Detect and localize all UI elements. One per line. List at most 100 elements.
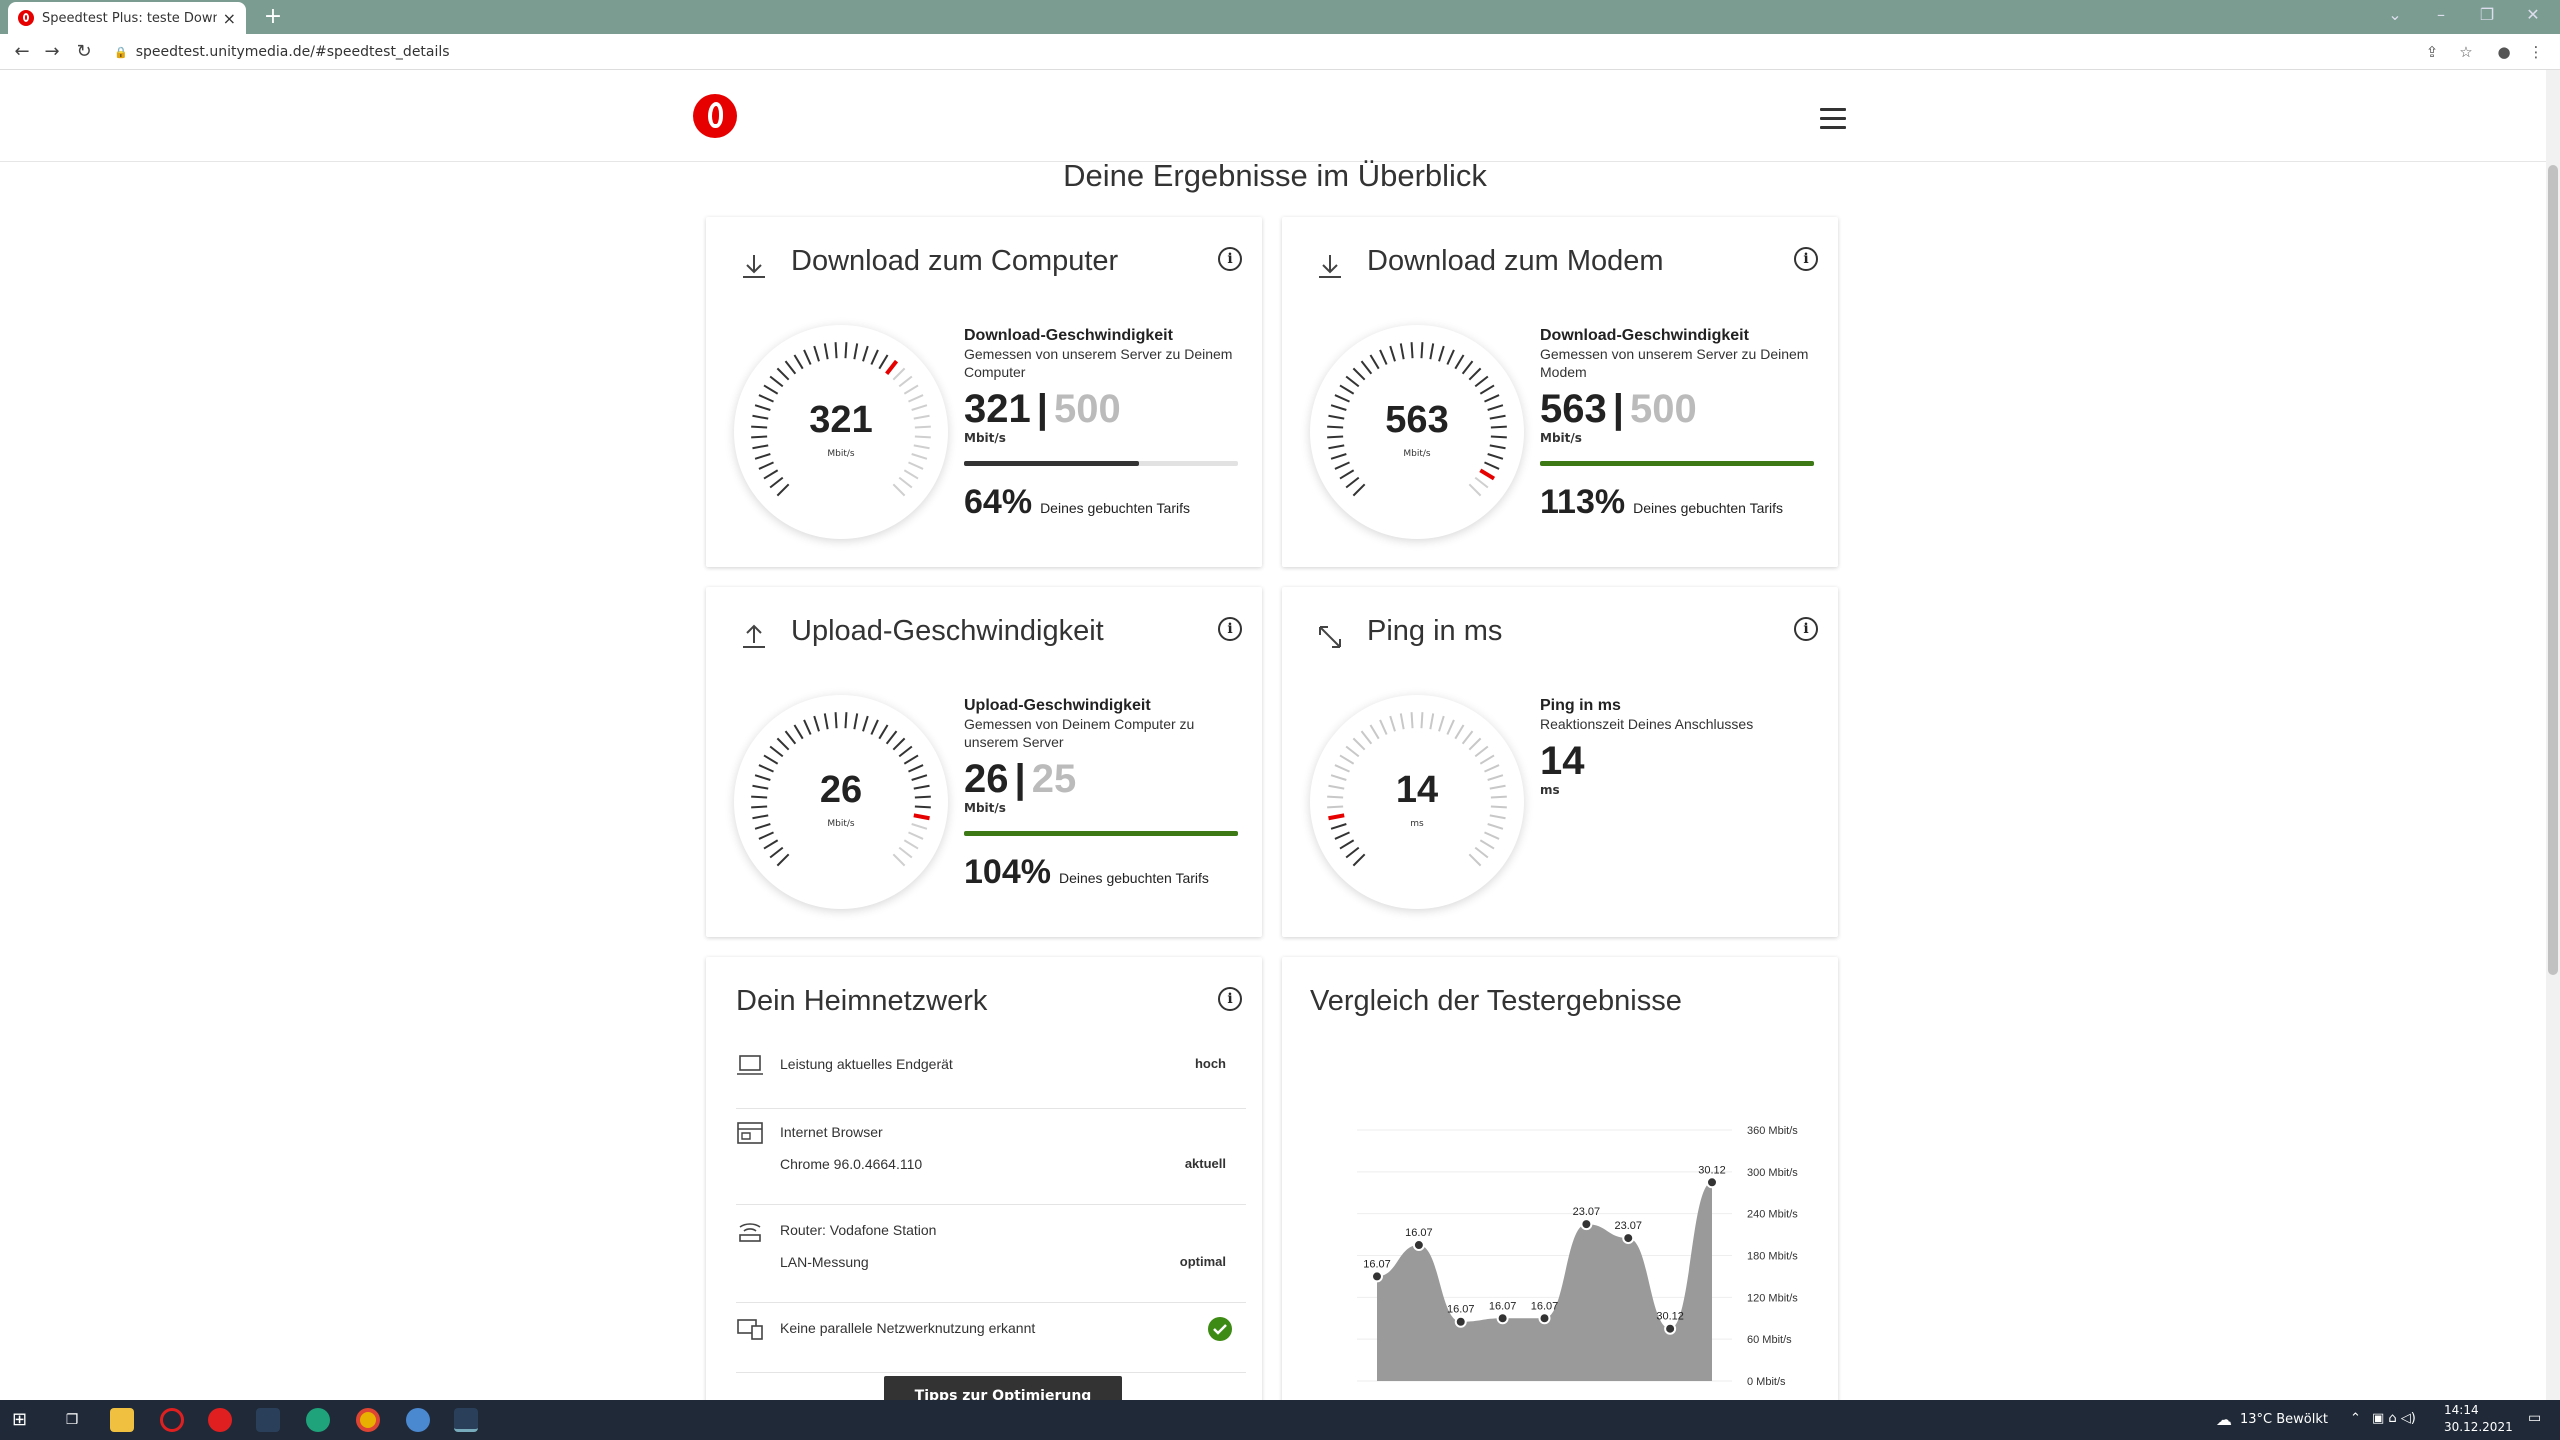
result-description: Reaktionszeit Deines Anschlusses <box>1540 716 1754 732</box>
forward-icon[interactable]: → <box>44 41 60 62</box>
steam-active-icon[interactable] <box>454 1408 478 1432</box>
gauge-tick <box>1490 805 1507 809</box>
bookmark-star-icon[interactable]: ☆ <box>2459 43 2473 61</box>
gauge-tick <box>908 394 924 403</box>
point-label: 16.07 <box>1447 1304 1475 1316</box>
scrollbar-thumb[interactable] <box>2548 165 2558 975</box>
separator: | <box>1612 387 1624 431</box>
gauge-tick <box>1429 713 1435 730</box>
hamburger-menu-icon[interactable] <box>1820 108 1846 129</box>
tray-arrow-icon[interactable]: ⌃ <box>2350 1411 2361 1426</box>
minimize-icon[interactable]: – <box>2437 5 2445 24</box>
address-bar[interactable]: 🔒 speedtest.unitymedia.de/#speedtest_det… <box>114 38 2414 66</box>
gauge-tick <box>892 367 906 381</box>
browser-tab[interactable]: Speedtest Plus: teste Download × <box>8 2 246 34</box>
info-icon[interactable]: i <box>1218 247 1242 271</box>
vodafone-logo[interactable] <box>693 94 737 138</box>
clock-time[interactable]: 14:14 <box>2444 1403 2479 1417</box>
gauge-tick <box>754 404 771 411</box>
gauge-tick <box>752 414 769 420</box>
gauge-tick <box>1454 724 1465 740</box>
gauge-tick <box>813 345 820 362</box>
card-title: Download zum Computer <box>791 245 1119 277</box>
system-tray: ☁ 13°C Bewölkt ⌃ ▣ ⌂ ◁) 14:14 30.12.2021… <box>2210 1400 2560 1440</box>
new-tab-button[interactable]: + <box>263 4 283 29</box>
restore-icon[interactable]: ❐ <box>2479 5 2495 24</box>
opera-icon[interactable] <box>208 1408 232 1432</box>
chart-point[interactable] <box>1412 1239 1425 1252</box>
chart-point[interactable] <box>1371 1270 1383 1283</box>
chart-point[interactable] <box>1622 1232 1635 1245</box>
chart-point[interactable] <box>1496 1312 1509 1325</box>
gauge-tick <box>803 719 812 735</box>
tab-search-icon[interactable]: ⌄ <box>2388 5 2402 24</box>
gauge-value: 321 <box>809 399 873 441</box>
gauge-tick <box>911 823 928 830</box>
speed-gauge: 563 Mbit/s <box>1310 325 1524 539</box>
gauge-tick <box>870 349 879 365</box>
steam-icon[interactable] <box>256 1408 280 1432</box>
gauge-tick <box>1334 394 1350 403</box>
gauge-tick <box>752 784 769 790</box>
back-icon[interactable]: ← <box>14 41 30 62</box>
info-icon[interactable]: i <box>1218 617 1242 641</box>
gauge-tick <box>1352 367 1366 381</box>
gauge-tick <box>1327 435 1344 439</box>
chrome-icon[interactable] <box>356 1408 380 1432</box>
gauge-tick <box>776 483 790 497</box>
info-icon[interactable]: i <box>1794 617 1818 641</box>
chart-point[interactable] <box>1706 1176 1718 1189</box>
gauge-tick <box>834 342 838 359</box>
chart-point[interactable] <box>1454 1315 1467 1328</box>
percent-row: 64% Deines gebuchten Tarifs <box>964 483 1190 522</box>
file-explorer-icon[interactable] <box>110 1408 134 1432</box>
gauge-tick <box>754 453 771 460</box>
task-view-icon[interactable]: ❐ <box>65 1412 79 1428</box>
tariff-value: 500 <box>1629 387 1697 431</box>
profile-icon[interactable]: ● <box>2497 43 2511 61</box>
percent-value: 64% <box>964 483 1033 521</box>
gauge-tick <box>1468 483 1482 497</box>
info-icon[interactable]: i <box>1794 247 1818 271</box>
gauge-tick <box>1369 354 1380 370</box>
gauge-tick <box>870 719 879 735</box>
gauge-unit: Mbit/s <box>827 819 855 829</box>
gauge-ticks <box>1327 712 1507 867</box>
gauge-tick <box>1484 394 1500 403</box>
chart-point[interactable] <box>1580 1218 1593 1231</box>
gauge-tick <box>754 823 771 830</box>
tariff-value: 25 <box>1031 757 1077 801</box>
app-icon[interactable] <box>406 1408 430 1432</box>
close-window-icon[interactable]: ✕ <box>2526 5 2540 24</box>
opera-gx-icon[interactable] <box>160 1408 184 1432</box>
progress-fill <box>964 461 1140 466</box>
result-description: Gemessen von Deinem Computer zu unserem … <box>964 716 1195 750</box>
row-value: hoch <box>1194 1056 1226 1071</box>
weather-text[interactable]: 13°C Bewölkt <box>2240 1412 2328 1427</box>
gauge-tick <box>1487 823 1504 830</box>
edge-icon[interactable] <box>306 1408 330 1432</box>
browser-menu-icon[interactable]: ⋮ <box>2528 43 2544 61</box>
info-icon[interactable]: i <box>1218 987 1242 1011</box>
gauge-tick <box>769 375 784 388</box>
gauge-tick <box>1474 476 1489 489</box>
chart-point[interactable] <box>1538 1312 1551 1325</box>
notification-icon[interactable]: ▭ <box>2528 1410 2542 1426</box>
clock-date[interactable]: 30.12.2021 <box>2444 1420 2513 1434</box>
reload-icon[interactable]: ↻ <box>76 41 92 62</box>
percent-row: 113% Deines gebuchten Tarifs <box>1540 483 1783 522</box>
chart-point[interactable] <box>1664 1322 1677 1335</box>
gauge-tick <box>862 715 869 732</box>
share-icon[interactable]: ⇪ <box>2425 43 2439 61</box>
gauge-tick <box>913 414 930 420</box>
windows-start-icon[interactable]: ⊞ <box>12 1409 28 1430</box>
gauge-tick <box>914 805 931 809</box>
gauge-tick <box>898 846 913 859</box>
tab-close-icon[interactable]: × <box>222 8 236 28</box>
gauge-tick <box>1479 839 1495 850</box>
gauge-tick <box>758 394 774 403</box>
gauge-tick <box>1339 754 1355 765</box>
gauge-tick <box>1352 737 1366 751</box>
tray-icons[interactable]: ▣ ⌂ ◁) <box>2372 1411 2416 1426</box>
gauge-tick <box>911 404 928 411</box>
